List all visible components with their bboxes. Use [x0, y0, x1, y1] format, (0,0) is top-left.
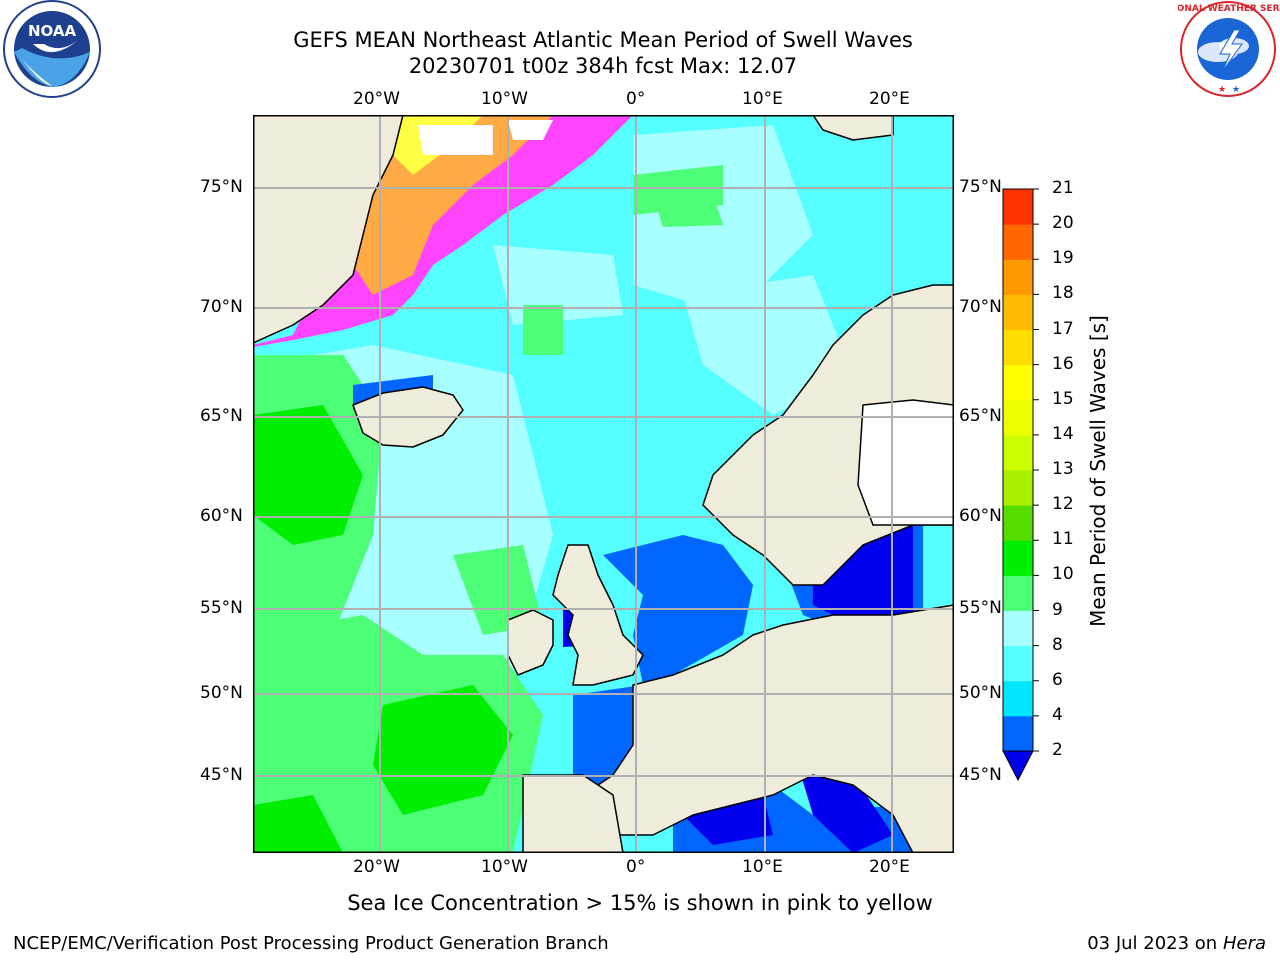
colorbar-band: [1003, 329, 1033, 366]
lat-label-right-65n: 65°N: [959, 406, 1002, 426]
colorbar-tick-label: 19: [1052, 248, 1074, 269]
swell-field-bright-green: [253, 405, 513, 853]
lat-label-right-45n: 45°N: [959, 765, 1002, 785]
lon-label-bottom-10w: 10°W: [481, 857, 528, 877]
colorbar-under-arrow: [1002, 750, 1034, 782]
footer-date-text: 03 Jul 2023 on: [1087, 933, 1223, 954]
footer-host: Hera: [1222, 933, 1266, 954]
lon-label-top-20e: 20°E: [869, 89, 910, 109]
colorbar-band: [1003, 715, 1033, 752]
lat-label-left-50n: 50°N: [200, 683, 243, 703]
colorbar-band: [1003, 610, 1033, 647]
lon-label-top-20w: 20°W: [353, 89, 400, 109]
lat-label-left-75n: 75°N: [200, 177, 243, 197]
lat-label-left-55n: 55°N: [200, 598, 243, 618]
colorbar-tick-label: 13: [1052, 459, 1074, 479]
colorbar-tick-label: 17: [1052, 318, 1074, 339]
colorbar-band: [1003, 470, 1033, 506]
lon-label-top-10e: 10°E: [742, 89, 783, 109]
colorbar-band: [1003, 680, 1033, 717]
colorbar-tick-label: 18: [1052, 283, 1074, 304]
colorbar-tick-label: 14: [1052, 423, 1074, 444]
lat-label-right-55n: 55°N: [959, 598, 1002, 618]
nws-logo-icon: NATIONAL WEATHER SERVICE ★ ★: [1178, 1, 1280, 97]
footer-credit: NCEP/EMC/Verification Post Processing Pr…: [13, 933, 609, 954]
colorbar: [1002, 188, 1039, 782]
lat-label-right-50n: 50°N: [959, 683, 1002, 703]
colorbar-tick-label: 8: [1052, 634, 1063, 655]
noaa-logo-icon: NOAA: [3, 0, 101, 98]
svg-text:★: ★: [1232, 85, 1240, 95]
colorbar-tick-labels: 2 4 6 8 9 10 11 12 13 14 15 16 17 18 19 20 21: [1052, 0, 1092, 960]
lon-label-top-0: 0°: [626, 89, 646, 109]
map-panel: [253, 115, 954, 853]
lat-label-left-60n: 60°N: [200, 506, 243, 526]
sea-ice-field: [253, 115, 633, 347]
colorbar-band: [1003, 575, 1033, 611]
lat-label-left-65n: 65°N: [200, 406, 243, 426]
svg-text:NOAA: NOAA: [28, 22, 77, 40]
colorbar-band: [1003, 294, 1033, 330]
colorbar-tick-label: 11: [1052, 529, 1074, 550]
colorbar-tick-label: 15: [1052, 388, 1074, 409]
colorbar-tick-label: 9: [1052, 599, 1063, 620]
colorbar-band: [1003, 189, 1033, 225]
lat-label-left-45n: 45°N: [200, 765, 243, 785]
colorbar-tick-label: 16: [1052, 353, 1074, 374]
map-frame: [253, 115, 954, 853]
footer-date: 03 Jul 2023 on Hera: [1087, 933, 1266, 954]
colorbar-tick-label: 10: [1052, 564, 1074, 585]
lon-label-top-10w: 10°W: [481, 89, 528, 109]
colorbar-tick-label: 12: [1052, 494, 1074, 515]
lon-label-bottom-10e: 10°E: [742, 857, 783, 877]
sea-ice-note: Sea Ice Concentration > 15% is shown in …: [347, 891, 933, 915]
lat-label-right-60n: 60°N: [959, 506, 1002, 526]
lat-label-right-75n: 75°N: [959, 177, 1002, 197]
colorbar-band: [1003, 364, 1033, 401]
graticule: [253, 115, 954, 853]
colorbar-tick-label: 4: [1052, 704, 1063, 725]
lon-label-bottom-0: 0°: [626, 857, 646, 877]
colorbar-band: [1003, 259, 1033, 295]
colorbar-tick-label: 6: [1052, 669, 1063, 690]
colorbar-title: Mean Period of Swell Waves [s]: [1086, 315, 1110, 627]
colorbar-band: [1003, 399, 1033, 436]
chart-subtitle: 20230701 t00z 384h fcst Max: 12.07: [408, 54, 798, 78]
lon-label-bottom-20e: 20°E: [869, 857, 910, 877]
lat-label-left-70n: 70°N: [200, 297, 243, 317]
colorbar-tick-label: 20: [1052, 213, 1074, 234]
colorbar-band: [1003, 540, 1033, 576]
colorbar-band: [1003, 505, 1033, 541]
colorbar-tick-label: 2: [1052, 740, 1063, 760]
svg-text:NATIONAL WEATHER SERVICE: NATIONAL WEATHER SERVICE: [1178, 4, 1280, 14]
lon-label-bottom-20w: 20°W: [353, 857, 400, 877]
lat-label-right-70n: 70°N: [959, 297, 1002, 317]
colorbar-band: [1003, 224, 1033, 260]
colorbar-band: [1003, 434, 1033, 471]
colorbar-band: [1003, 645, 1033, 682]
svg-text:★: ★: [1218, 85, 1226, 95]
chart-title: GEFS MEAN Northeast Atlantic Mean Period…: [293, 28, 913, 52]
colorbar-tick-label: 21: [1052, 178, 1074, 198]
